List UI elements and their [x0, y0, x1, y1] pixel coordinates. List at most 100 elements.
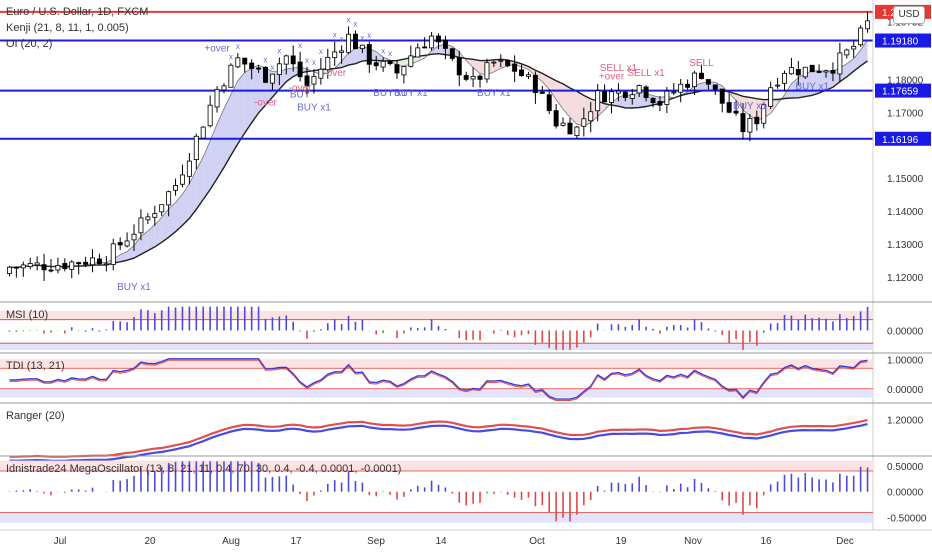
kenji-cloud-segment — [238, 72, 245, 143]
candle-body — [187, 161, 191, 176]
candle-body — [838, 53, 842, 74]
candle-body — [845, 50, 849, 55]
signal-marker-x: x — [305, 56, 309, 65]
candle-body — [49, 270, 53, 271]
ranger-lower-line — [10, 424, 868, 461]
candle-body — [810, 65, 814, 71]
candle-body — [215, 89, 219, 107]
candle-body — [250, 63, 254, 68]
candle-body — [146, 217, 150, 220]
candle-body — [333, 52, 337, 58]
chart-legend: Euro / U.S. Dollar, 1D, FXCM Kenji (21, … — [6, 4, 148, 52]
candle-body — [70, 262, 74, 269]
candle-body — [831, 70, 835, 73]
instrument-title: Euro / U.S. Dollar, 1D, FXCM — [6, 4, 148, 20]
candle-body — [616, 91, 620, 93]
panel-tick-label: 0.00000 — [887, 326, 924, 337]
candle-body — [423, 47, 427, 48]
candle-body — [7, 267, 11, 273]
candle-body — [42, 265, 46, 270]
candle-body — [492, 62, 496, 63]
price-tick-label: 1.15000 — [887, 174, 924, 185]
candle-body — [77, 263, 81, 264]
candle-body — [436, 36, 440, 42]
candle-body — [568, 123, 572, 134]
candle-body — [561, 123, 565, 125]
candle-body — [789, 68, 793, 74]
signal-label-1: BUY x1 — [117, 282, 151, 293]
candle-body — [727, 102, 731, 112]
panel-tick-label: 0.00000 — [887, 385, 924, 396]
candle-body — [852, 46, 856, 49]
time-tick-label: Sep — [367, 536, 385, 547]
level-price-tag: 1.16196 — [882, 135, 919, 146]
candle-body — [118, 243, 122, 245]
candle-body — [706, 80, 710, 85]
candle-body — [575, 127, 579, 136]
candle-body — [14, 267, 18, 268]
candle-body — [167, 192, 171, 205]
price-tick-label: 1.13000 — [887, 240, 924, 251]
signal-marker-x: x — [388, 49, 392, 58]
candle-body — [153, 214, 157, 218]
panel-band-lower — [0, 343, 873, 350]
candle-body — [243, 58, 247, 64]
panel-tick-label: 0.50000 — [887, 462, 924, 473]
currency-button[interactable]: USD — [893, 6, 925, 24]
signal-marker-x: x — [319, 47, 323, 56]
candle-body — [21, 265, 25, 268]
candle-body — [865, 21, 869, 29]
candle-body — [741, 114, 745, 132]
candle-body — [125, 241, 129, 246]
signal-marker-x: x — [367, 31, 371, 40]
candle-body — [229, 65, 233, 87]
candle-body — [692, 73, 696, 87]
candle-body — [180, 175, 184, 184]
signal-label-14: SELL — [689, 58, 714, 69]
candle-body — [478, 76, 482, 79]
indicator-oi-label: OI (20, 2) — [6, 36, 148, 52]
candle-body — [623, 92, 627, 97]
panel-tick-label: 1.00000 — [887, 355, 924, 366]
candle-body — [312, 77, 316, 85]
panel-title: TDI (13, 21) — [6, 360, 65, 372]
signal-label-5: -over — [289, 83, 312, 94]
candle-body — [111, 244, 115, 265]
candle-body — [35, 263, 39, 265]
signal-label-6: BUY x1 — [297, 103, 331, 114]
level-price-tag: 1.19180 — [882, 37, 919, 48]
time-tick-label: Jul — [54, 536, 67, 547]
panel-tick-label: 1.20000 — [887, 415, 924, 426]
price-tick-label: 1.17000 — [887, 108, 924, 119]
signal-label-12: +over — [599, 71, 625, 82]
candle-body — [173, 185, 177, 190]
candle-body — [526, 75, 530, 77]
candle-body — [651, 98, 655, 102]
indicator-panel-3: Ranger (20)1.20000 — [0, 403, 932, 461]
signal-label-15: BUY x1 — [733, 101, 767, 112]
candle-body — [257, 68, 261, 69]
candle-body — [748, 118, 752, 132]
indicator-panel-2: TDI (13, 21) 1.00000 0.00000 — [0, 353, 932, 401]
candle-body — [485, 63, 489, 79]
candle-body — [533, 75, 537, 92]
panel-tick-label: -0.50000 — [887, 514, 927, 525]
candle-body — [374, 63, 378, 66]
candle-body — [443, 40, 447, 48]
level-price-tag: 1.17659 — [882, 87, 919, 98]
candle-body — [519, 70, 523, 76]
price-axis: 1.197521.180001.170001.150001.140001.130… — [873, 0, 931, 530]
signal-marker-x: x — [340, 35, 344, 44]
candle-body — [499, 60, 503, 61]
panel-band-upper — [0, 311, 873, 320]
candle-body — [367, 45, 371, 65]
candle-body — [644, 87, 648, 98]
candle-body — [782, 73, 786, 83]
candle-body — [796, 69, 800, 74]
candle-body — [132, 234, 136, 240]
candle-body — [589, 112, 593, 121]
indicator-kenji-label: Kenji (21, 8, 11, 1, 0.005) — [6, 20, 148, 36]
price-tick-label: 1.12000 — [887, 273, 924, 284]
